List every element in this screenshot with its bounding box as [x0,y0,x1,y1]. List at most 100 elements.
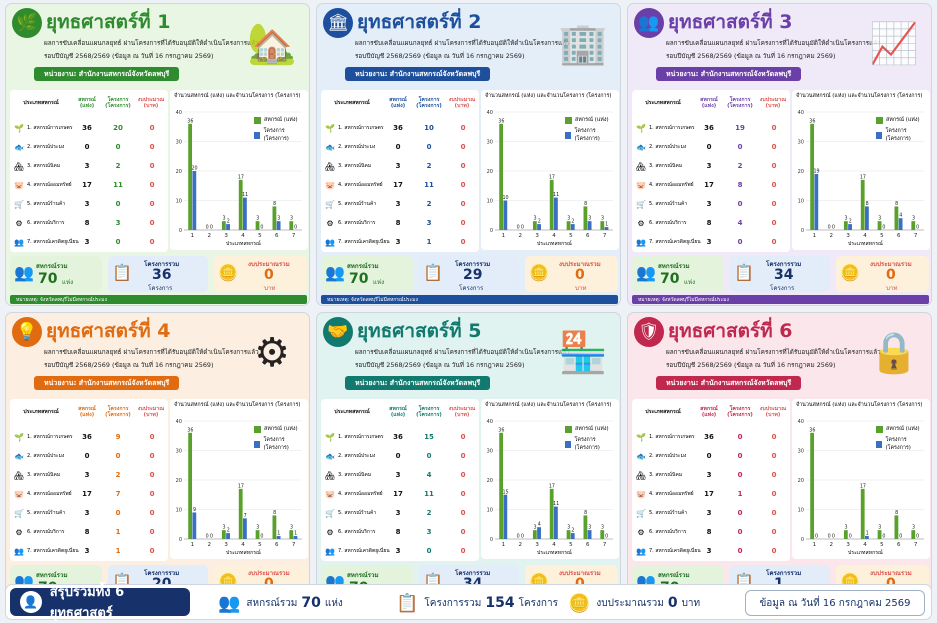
project-count: 10 [424,124,434,132]
project-count: 2 [426,200,432,208]
bar-coops [532,530,537,539]
coop-count: 3 [84,509,90,517]
data-label: 17 [238,174,244,180]
data-label: 0 [828,225,831,231]
data-label: 36 [187,118,193,124]
data-label: 0 [517,225,520,231]
legend-swatch-projects [876,131,883,139]
data-label: 1 [277,531,280,537]
card-projects: 📋 โครงการรวม 36 โครงการ [108,256,208,292]
budget-value: 0 [149,219,155,227]
card-projects-unit: โครงการ [459,285,484,292]
card-projects-label: โครงการรวม [766,570,802,577]
data-label: 20 [191,166,197,172]
bar-projects [554,506,558,539]
legend-label-coops: สหกรณ์ (แห่ง) [886,426,920,432]
coop-type-icon: 🐟 [636,142,646,152]
x-tick-label: 7 [292,233,296,239]
card-projects-unit: โครงการ [770,285,795,292]
coop-count: 36 [704,433,714,441]
table-row: 🛒 5. สหกรณ์ร้านค้า 3 2 0 [321,503,479,523]
bar-coops [221,221,226,230]
card-budget-label: งบประมาณรวม [870,570,912,577]
x-tick-label: 1 [502,233,506,239]
data-label: 1 [605,222,608,228]
bar-coops [810,123,815,230]
coop-type-name: 1. สหกรณ์การเกษตร [649,434,695,440]
legend-item-projects: โครงการ (โครงการ) [876,127,930,143]
coins-icon: 🪙 [529,263,549,282]
data-label: 36 [809,118,815,124]
coop-type-name: 4. สหกรณ์ออมทรัพย์ [649,491,694,497]
legend-label-coops: สหกรณ์ (แห่ง) [575,117,609,123]
coop-type-icon: 🐟 [325,451,335,461]
coop-type-icon: 🌱 [325,123,335,133]
data-label: 3 [912,216,915,222]
project-count: 0 [737,200,743,208]
coop-type-icon: 🛒 [636,199,646,209]
panel-header: 💡 ยุทธศาสตร์ที่ 4 ผลการขับเคลื่อนแผนกลยุทธ… [6,313,309,396]
legend-item-coops: สหกรณ์ (แห่ง) [254,116,308,124]
table-row: 🐷 4. สหกรณ์ออมทรัพย์ 17 11 0 [321,484,479,504]
project-count: 2 [426,162,432,170]
y-tick-label: 30 [487,140,493,146]
table-row: 🐷 4. สหกรณ์ออมทรัพย์ 17 1 0 [632,484,790,504]
strategy-icon: 🌿 [12,8,42,38]
coop-count: 8 [84,528,90,536]
data-label: 11 [553,192,559,198]
data-label: 3 [567,525,570,531]
fiscal-year-line: รอบปีบัญชี 2568/2569 (ข้อมูล ณ วันที่ 16… [666,52,836,60]
coop-count: 3 [706,162,712,170]
bar-projects [570,224,575,230]
data-label: 17 [549,483,555,489]
coop-type-name: 5. สหกรณ์ร้านค้า [649,201,688,207]
coop-type-name: 2. สหกรณ์ประมง [338,144,376,150]
fiscal-year-line: รอบปีบัญชี 2568/2569 (ข้อมูล ณ วันที่ 16… [355,361,525,369]
table-header: งบประมาณ (บาท) [759,96,787,109]
legend-item-coops: สหกรณ์ (แห่ง) [565,425,619,433]
budget-value: 0 [149,509,155,517]
bar-projects [192,171,197,230]
project-count: 0 [737,452,743,460]
coop-type-icon: 🛒 [14,199,24,209]
data-label: 3 [223,216,226,222]
coop-type-name: 3. สหกรณ์นิคม [649,472,683,478]
y-tick-label: 30 [176,140,182,146]
chart-title: จำนวนสหกรณ์ (แห่ง) และจำนวนโครงการ (โครง… [796,402,923,408]
x-tick-label: 3 [535,542,539,548]
coop-count: 3 [706,471,712,479]
data-label: 3 [534,216,537,222]
bar-coops [911,530,916,539]
budget-value: 0 [149,433,155,441]
project-count: 0 [737,509,743,517]
table-row: 🐟 2. สหกรณ์ประมง 0 0 0 [321,446,479,466]
table-row: 👥 7. สหกรณ์เครดิตยูเนี่ยน 3 1 0 [321,232,479,252]
project-count: 2 [737,162,743,170]
coop-count: 3 [395,162,401,170]
strategy-description: ผลการขับเคลื่อนแผนกลยุทธ์ ผ่านโครงการที่… [666,348,881,356]
coop-type-name: 1. สหกรณ์การเกษตร [338,434,384,440]
data-label: 0 [849,534,852,540]
table-row: 🐟 2. สหกรณ์ประมง 0 0 0 [10,446,168,466]
table-row: 🌱 1. สหกรณ์การเกษตร 36 19 0 [632,118,790,138]
x-tick-label: 4 [863,233,867,239]
card-projects-value: 36 [152,267,172,283]
bar-projects [604,227,609,230]
bar-projects [537,527,541,539]
x-tick-label: 6 [586,233,590,239]
coop-type-icon: 🛒 [325,199,335,209]
table-row: 🛒 5. สหกรณ์ร้านค้า 3 0 0 [632,503,790,523]
table-header: โครงการ (โครงการ) [727,405,753,418]
strategy-icon: 💡 [12,317,42,347]
data-label: 0 [210,225,213,231]
project-count: 2 [426,509,432,517]
budget-value: 0 [771,238,777,246]
summary-projects-label: โครงการรวม [424,597,482,609]
panel-header: 👥 ยุทธศาสตร์ที่ 3 ผลการขับเคลื่อนแผนกลยุทธ… [628,4,931,87]
data-label: 3 [256,525,259,531]
x-tick-label: 6 [897,233,901,239]
data-label: 3 [601,216,604,222]
illustration-icon: 📈 [869,21,919,67]
